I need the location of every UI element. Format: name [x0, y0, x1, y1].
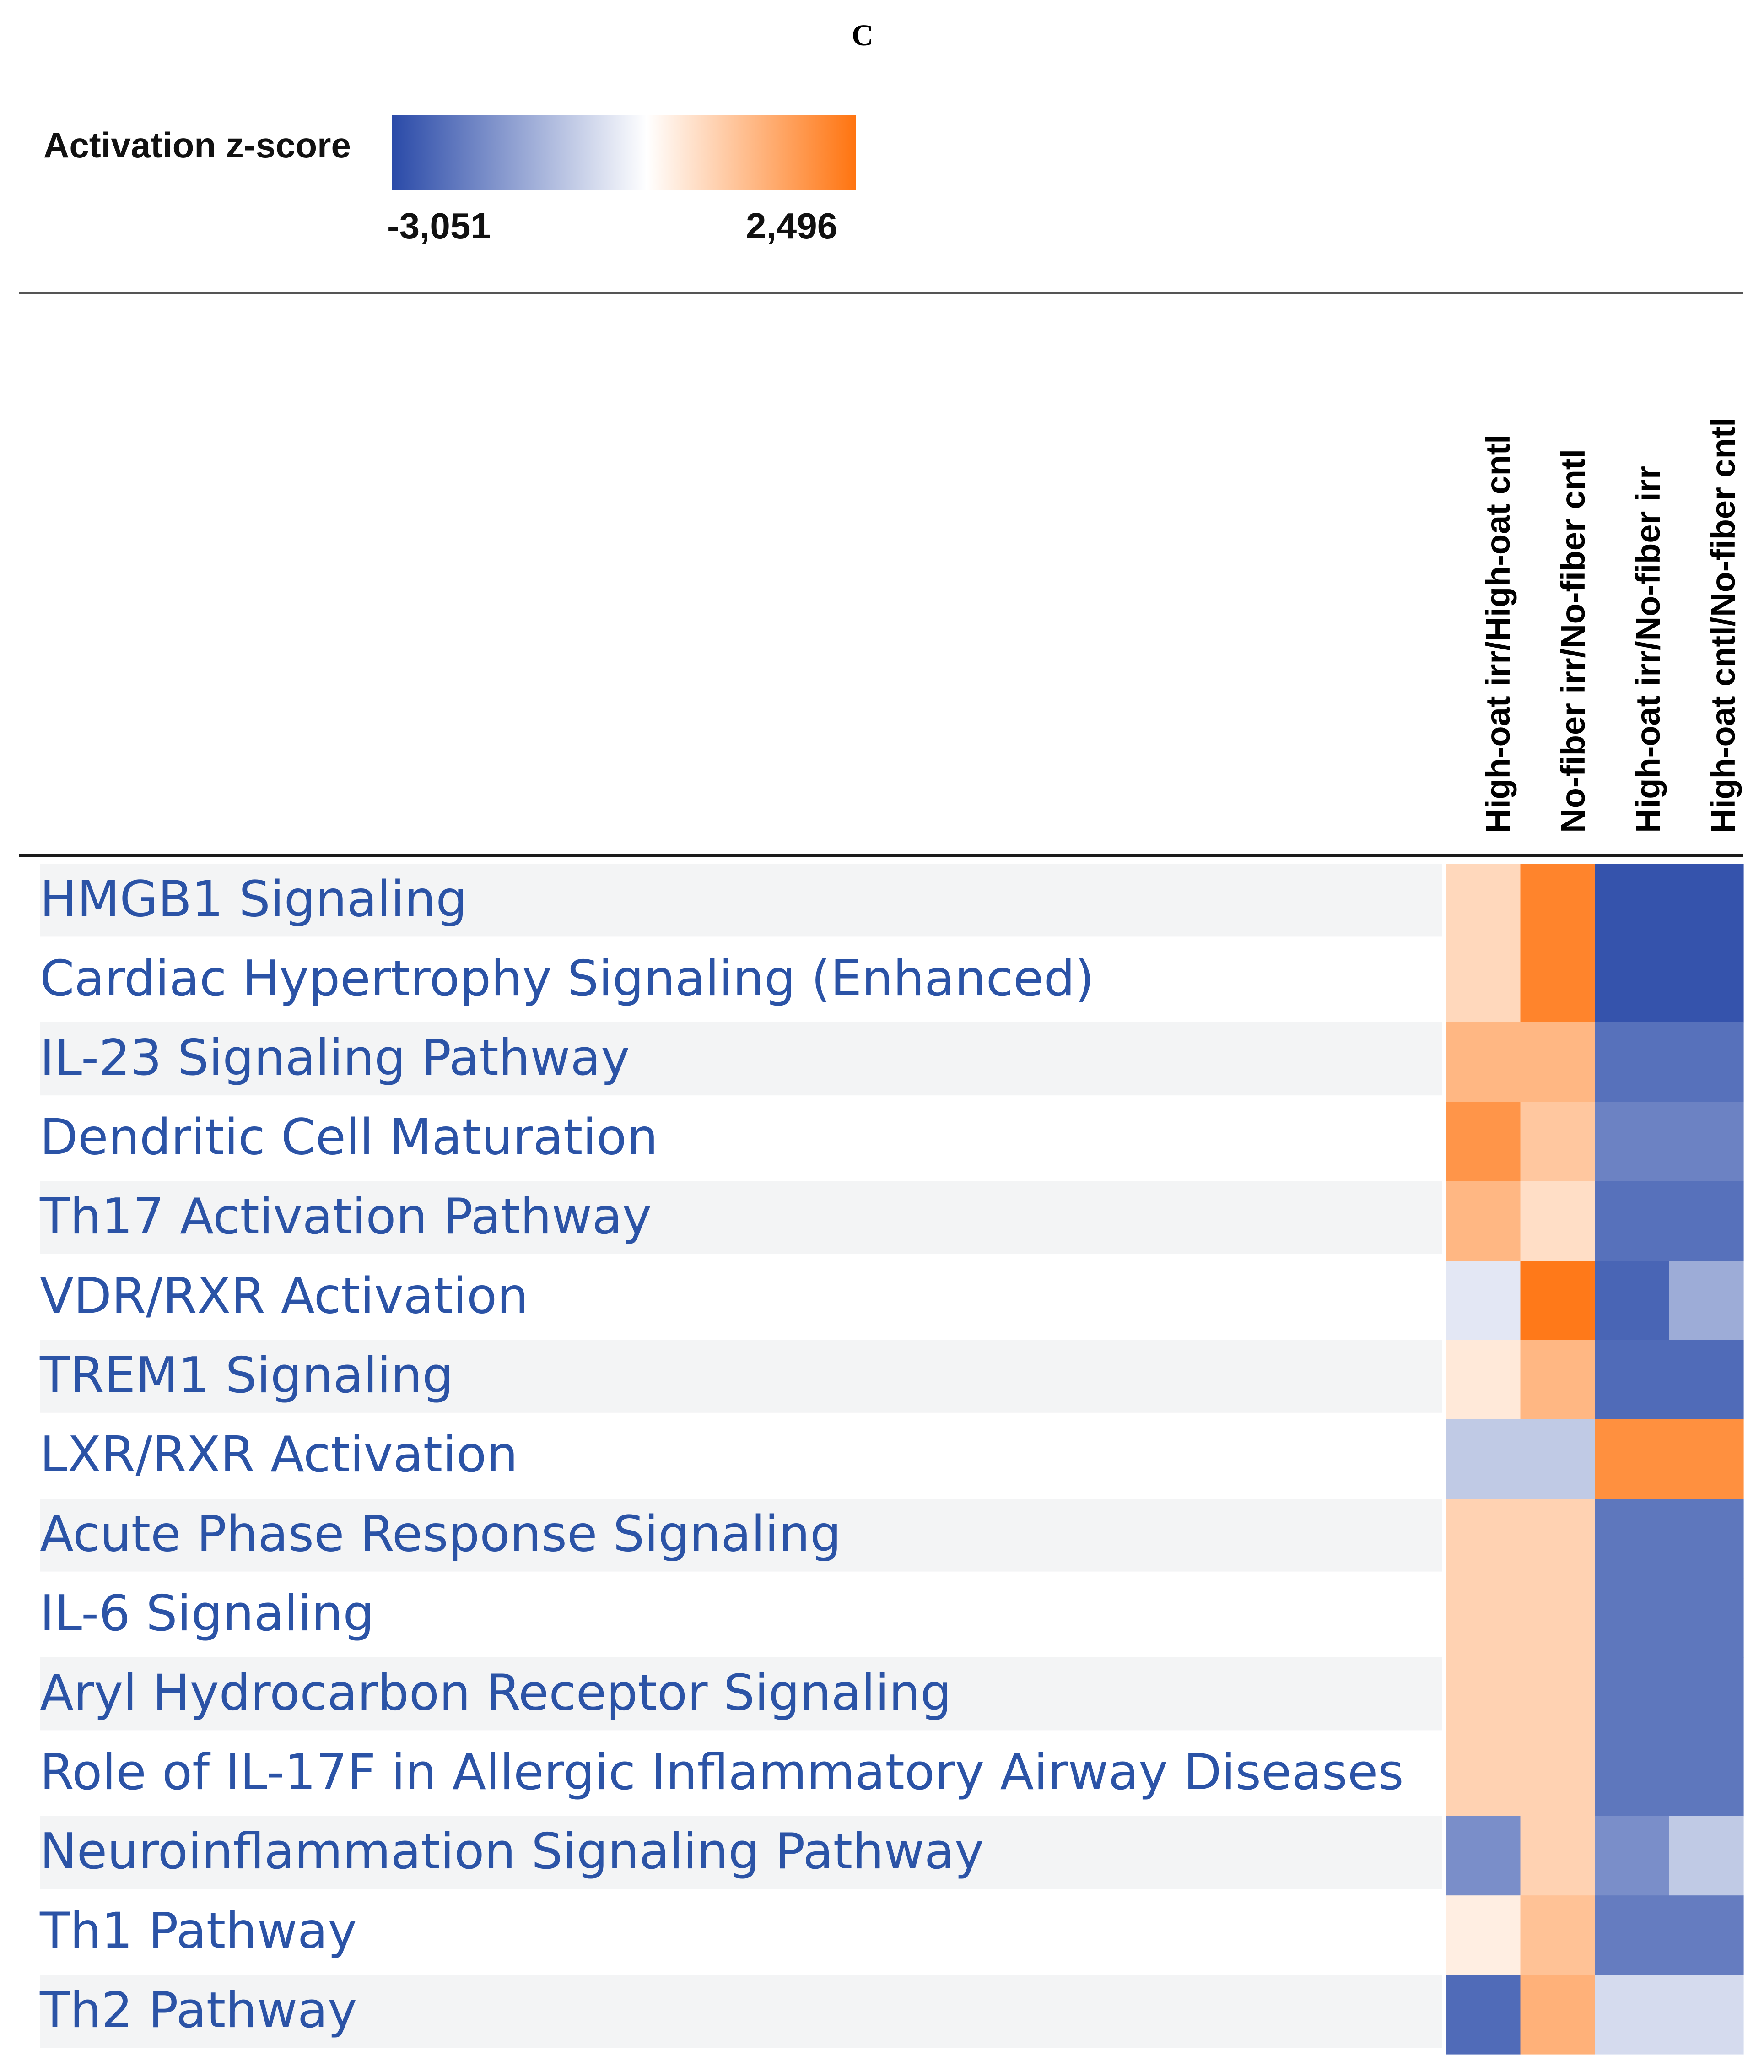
- heatmap-cell: [1446, 1340, 1521, 1420]
- heatmap-cell: [1669, 1022, 1744, 1102]
- heatmap-cell: [1669, 1657, 1744, 1737]
- heatmap-cell: [1669, 1102, 1744, 1182]
- heatmap-cell: [1446, 1022, 1521, 1102]
- heatmap-cell: [1595, 1499, 1670, 1579]
- heatmap-cell: [1595, 1102, 1670, 1182]
- heatmap-cell: [1520, 943, 1595, 1023]
- row-label: IL-23 Signaling Pathway: [40, 1029, 630, 1087]
- heatmap-cell: [1520, 1975, 1595, 2055]
- heatmap-cell: [1446, 1816, 1521, 1896]
- heatmap-cell: [1520, 1181, 1595, 1261]
- row-band: [40, 1022, 1442, 1096]
- row-label: Th2 Pathway: [39, 1982, 357, 2039]
- heatmap-cell: [1446, 1657, 1521, 1737]
- row-label: Th1 Pathway: [39, 1903, 357, 1960]
- legend-title: Activation z-score: [43, 125, 351, 165]
- heatmap-cell: [1520, 1340, 1595, 1420]
- heatmap-cell: [1595, 1419, 1670, 1499]
- heatmap-cell: [1520, 1261, 1595, 1340]
- heatmap-cell: [1595, 1261, 1670, 1340]
- header-divider: [19, 854, 1743, 857]
- heatmap-cell: [1520, 1578, 1595, 1658]
- heatmap-cell: [1595, 1578, 1670, 1658]
- heatmap-cell: [1595, 1895, 1670, 1975]
- row-label: Acute Phase Response Signaling: [40, 1506, 842, 1563]
- row-label: Aryl Hydrocarbon Receptor Signaling: [40, 1664, 952, 1721]
- top-divider: [19, 292, 1743, 294]
- heatmap-cell: [1595, 1340, 1670, 1420]
- row-band: [40, 1657, 1442, 1731]
- row-band: [40, 1499, 1442, 1572]
- row-label: IL-6 Signaling: [40, 1585, 374, 1642]
- heatmap-cell: [1446, 1895, 1521, 1975]
- heatmap-cell: [1446, 1102, 1521, 1182]
- heatmap-cell: [1595, 1657, 1670, 1737]
- heatmap-cell: [1669, 864, 1744, 943]
- heatmap-cell: [1669, 1261, 1744, 1340]
- heatmap-cell: [1520, 1816, 1595, 1896]
- row-label: Neuroinflammation Signaling Pathway: [40, 1823, 984, 1880]
- row-label: Role of IL-17F in Allergic Inflammatory …: [40, 1744, 1404, 1801]
- legend-color-bar: [392, 115, 856, 190]
- heatmap-cell: [1446, 1737, 1521, 1817]
- heatmap-cell: [1669, 1419, 1744, 1499]
- heatmap-cell: [1669, 1816, 1744, 1896]
- heatmap-cell: [1520, 1419, 1595, 1499]
- heatmap-cell: [1595, 1022, 1670, 1102]
- heatmap-cell: [1669, 943, 1744, 1023]
- legend-min-label: -3,051: [387, 206, 491, 246]
- row-band: [40, 864, 1442, 937]
- heatmap-cell: [1520, 1499, 1595, 1579]
- heatmap-cell: [1669, 1895, 1744, 1975]
- heatmap-cell: [1669, 1499, 1744, 1579]
- heatmap-cell: [1669, 1578, 1744, 1658]
- row-label: LXR/RXR Activation: [40, 1426, 518, 1483]
- panel-letter: C: [852, 19, 874, 52]
- heatmap-cell: [1595, 1737, 1670, 1817]
- heatmap-cell: [1595, 1181, 1670, 1261]
- heatmap-cell: [1595, 864, 1670, 943]
- heatmap-cell: [1595, 943, 1670, 1023]
- heatmap-cell: [1669, 1340, 1744, 1420]
- row-label: Cardiac Hypertrophy Signaling (Enhanced): [40, 950, 1094, 1007]
- row-label: VDR/RXR Activation: [40, 1267, 529, 1325]
- row-label: HMGB1 Signaling: [40, 871, 467, 928]
- row-label: TREM1 Signaling: [39, 1347, 453, 1404]
- row-label: Dendritic Cell Maturation: [40, 1109, 658, 1166]
- heatmap-cell: [1520, 1022, 1595, 1102]
- heatmap-cell: [1520, 1895, 1595, 1975]
- heatmap-cell: [1595, 1975, 1670, 2055]
- heatmap-cell: [1520, 864, 1595, 943]
- heatmap-cell: [1446, 1181, 1521, 1261]
- heatmap-cell: [1446, 1975, 1521, 2055]
- heatmap-cell: [1595, 1816, 1670, 1896]
- heatmap-cell: [1669, 1737, 1744, 1817]
- row-band: [40, 1975, 1442, 2048]
- row-band: [40, 1181, 1442, 1254]
- heatmap-cell: [1446, 864, 1521, 943]
- heatmap-cell: [1669, 1181, 1744, 1261]
- heatmap-cell: [1446, 1578, 1521, 1658]
- legend-max-label: 2,496: [746, 206, 838, 246]
- heatmap-cell: [1446, 1419, 1521, 1499]
- row-label: Th17 Activation Pathway: [39, 1188, 652, 1245]
- heatmap-cell: [1520, 1657, 1595, 1737]
- heatmap-cell: [1520, 1102, 1595, 1182]
- heatmap-cell: [1446, 943, 1521, 1023]
- row-band: [40, 1340, 1442, 1413]
- heatmap-cell: [1669, 1975, 1744, 2055]
- heatmap-cell: [1520, 1737, 1595, 1817]
- heatmap-cell: [1446, 1499, 1521, 1579]
- row-band: [40, 1816, 1442, 1889]
- heatmap-cell: [1446, 1261, 1521, 1340]
